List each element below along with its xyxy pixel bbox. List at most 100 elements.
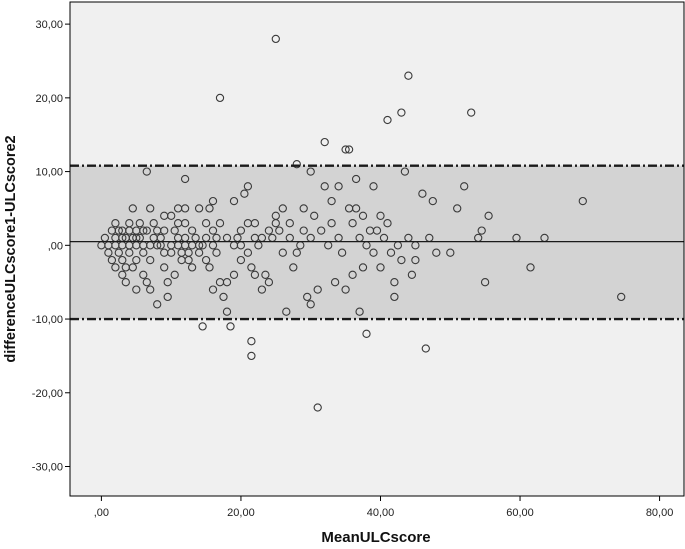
- data-point: [362, 329, 371, 338]
- x-tick-label: ,00: [94, 507, 109, 519]
- y-axis-label: differenceULCscore1-ULCscore2: [3, 135, 19, 362]
- data-point: [271, 211, 280, 220]
- data-point: [229, 270, 239, 279]
- x-tick-label: 80,00: [646, 507, 674, 519]
- data-point: [282, 307, 291, 316]
- data-point: [146, 204, 155, 213]
- data-point: [243, 182, 253, 191]
- data-point: [146, 255, 155, 265]
- data-point: [240, 189, 249, 198]
- data-point: [390, 292, 399, 302]
- data-point: [397, 108, 406, 117]
- data-point: [139, 226, 148, 235]
- data-point: [180, 204, 190, 213]
- data-point: [107, 255, 117, 265]
- x-axis: ,00 20,00 40,00 60,00 80,00: [94, 496, 674, 519]
- data-point: [184, 255, 193, 265]
- data-point: [208, 196, 218, 206]
- data-point: [453, 204, 462, 213]
- data-point: [299, 226, 308, 235]
- data-point: [163, 278, 172, 287]
- y-tick-label: -30,00: [32, 462, 63, 474]
- data-point: [348, 219, 357, 228]
- data-point: [194, 248, 204, 257]
- data-point: [278, 248, 287, 257]
- data-point: [139, 270, 148, 279]
- data-point: [327, 196, 336, 206]
- data-point: [219, 292, 228, 302]
- data-point: [142, 167, 151, 176]
- data-point: [407, 270, 417, 279]
- y-tick-label: 20,00: [35, 93, 63, 105]
- data-point: [369, 248, 378, 257]
- data-point: [247, 263, 256, 272]
- data-point: [125, 219, 134, 228]
- data-point: [201, 255, 211, 265]
- data-point: [201, 219, 211, 228]
- data-point: [139, 248, 148, 257]
- data-point: [205, 263, 214, 272]
- data-point: [344, 145, 354, 154]
- data-point: [386, 248, 396, 257]
- data-point: [271, 34, 280, 44]
- data-point: [617, 292, 626, 302]
- data-point: [372, 226, 382, 235]
- data-point: [167, 248, 176, 257]
- data-point: [484, 211, 493, 220]
- data-point: [341, 145, 350, 154]
- data-point: [299, 204, 308, 213]
- data-point: [187, 263, 197, 272]
- data-point: [114, 248, 123, 257]
- data-point: [180, 219, 190, 228]
- data-point: [257, 285, 267, 294]
- data-point: [292, 248, 301, 257]
- data-point: [128, 263, 137, 272]
- data-point: [404, 71, 413, 80]
- data-point: [229, 196, 239, 206]
- data-point: [383, 219, 392, 228]
- data-point: [142, 278, 151, 287]
- data-point: [341, 285, 350, 294]
- data-point: [330, 278, 340, 287]
- data-point: [383, 115, 392, 125]
- data-point: [467, 108, 476, 117]
- data-point: [477, 226, 486, 235]
- data-point: [313, 403, 322, 412]
- data-point: [351, 174, 361, 184]
- data-point: [264, 226, 274, 235]
- data-point: [118, 255, 127, 265]
- data-point: [400, 167, 410, 176]
- data-point: [334, 182, 343, 191]
- data-point: [421, 344, 430, 353]
- y-axis: 30,00 20,00 10,00 ,00 -10,00 -20,00 -30,00: [32, 19, 70, 474]
- data-point: [411, 255, 420, 265]
- data-point: [446, 248, 455, 257]
- y-tick-label: 30,00: [35, 19, 63, 31]
- data-point: [418, 189, 427, 198]
- data-point: [526, 263, 535, 272]
- data-point: [142, 226, 151, 235]
- data-point: [153, 300, 162, 309]
- data-point: [313, 285, 322, 294]
- data-point: [376, 211, 385, 220]
- data-point: [327, 219, 336, 228]
- data-point: [578, 196, 587, 206]
- data-point: [125, 248, 134, 257]
- data-point: [198, 322, 207, 331]
- data-point: [170, 270, 179, 279]
- data-point: [215, 93, 225, 103]
- data-point: [369, 182, 378, 191]
- data-point: [358, 211, 368, 220]
- data-point: [247, 337, 256, 346]
- data-point: [149, 219, 158, 228]
- data-point: [180, 174, 190, 184]
- data-point: [104, 248, 113, 257]
- x-tick-label: 20,00: [227, 507, 255, 519]
- data-point: [212, 248, 221, 257]
- data-point: [160, 226, 169, 235]
- data-point: [320, 182, 329, 191]
- data-point: [376, 263, 385, 272]
- data-point: [222, 307, 232, 316]
- data-point: [292, 160, 301, 169]
